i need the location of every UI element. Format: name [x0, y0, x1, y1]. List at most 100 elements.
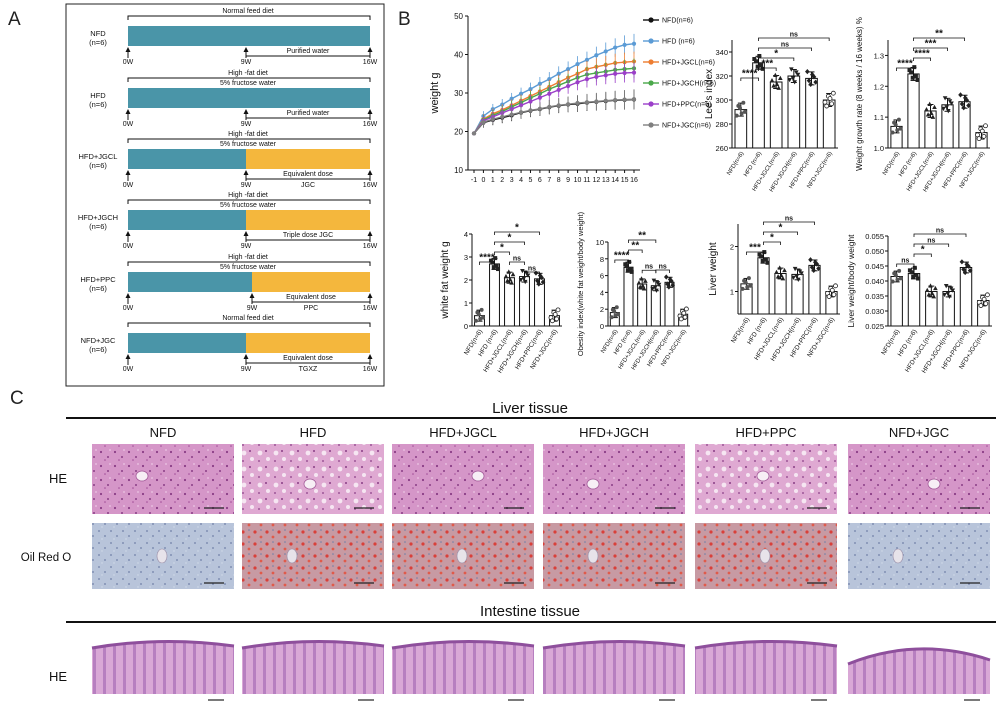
data-point: [890, 130, 895, 135]
data-point: [549, 318, 555, 324]
treatment-bracket: [245, 114, 371, 119]
data-point: [743, 280, 748, 285]
data-point: [547, 77, 552, 82]
x-tick-label: HFD (n=6): [743, 151, 763, 178]
significance-label: ****: [897, 59, 913, 70]
data-point: [654, 288, 659, 293]
data-point: [907, 68, 912, 73]
data-point: [614, 305, 619, 310]
x-tick-label: 6: [538, 177, 542, 184]
y-tick-label: 1.1: [874, 113, 884, 122]
x-tick-label: 15: [621, 177, 629, 184]
x-tick-label: 13: [602, 177, 610, 184]
significance-bracket: [758, 57, 795, 61]
y-axis-label: Liver weight: [708, 242, 719, 296]
data-point: [650, 286, 655, 292]
y-tick-label: 0: [464, 322, 468, 331]
water-label: 5% fructose water: [220, 80, 277, 87]
data-point: [912, 265, 917, 270]
x-tick-label: NFD(n=6): [726, 151, 745, 177]
bar: [890, 276, 903, 327]
y-tick-label: 10: [454, 166, 463, 175]
x-tick-label: -1: [471, 177, 477, 184]
diet-bracket: [127, 261, 371, 266]
column-group-label: HFD: [300, 425, 327, 440]
data-point: [506, 269, 512, 274]
bar: [959, 267, 973, 327]
column-group-label: HFD+JGCH: [579, 425, 649, 440]
vessel-lumen: [471, 470, 485, 482]
vessel-lumen: [586, 478, 600, 490]
bar: [805, 77, 818, 149]
data-point: [816, 265, 821, 272]
vessel-lumen: [587, 548, 599, 564]
data-point: [741, 100, 746, 105]
bar: [787, 75, 801, 149]
data-point: [831, 292, 837, 298]
data-point: [636, 280, 642, 285]
intestine-muscle-layer: [847, 647, 991, 666]
data-point: [949, 101, 954, 106]
data-point: [769, 77, 775, 83]
data-point: [666, 284, 672, 290]
significance-bracket: [763, 231, 798, 235]
significance-bracket: [494, 241, 525, 245]
data-point: [976, 136, 982, 142]
series-line: [473, 98, 635, 134]
group-name-label: HFD: [90, 91, 106, 100]
x-tick-label: 1: [491, 177, 495, 184]
data-point: [754, 59, 759, 64]
data-point: [566, 102, 571, 107]
x-tick-label: 5: [529, 177, 533, 184]
column-group-label: NFD+JGC: [889, 425, 949, 440]
data-point: [759, 254, 764, 259]
data-point: [808, 81, 813, 88]
panel-a-border: [65, 3, 385, 387]
intestine-tissue-title: Intestine tissue: [480, 603, 580, 620]
data-point: [978, 303, 984, 308]
group-n-label: (n=6): [89, 345, 107, 354]
panel-label-c: C: [10, 388, 24, 409]
data-point: [898, 276, 903, 281]
intestine-muscle-layer: [241, 639, 385, 650]
data-point: [897, 268, 902, 273]
significance-bracket: [494, 251, 510, 255]
significance-label: ns: [785, 216, 793, 223]
legend-label: HFD+JGCL(n=6): [662, 60, 715, 67]
data-point: [789, 67, 794, 72]
x-tick-label: 9: [566, 177, 570, 184]
significance-bracket: [763, 221, 815, 225]
data-point: [830, 90, 836, 96]
y-tick-label: 1: [464, 299, 468, 308]
legend-swatch-dot: [648, 17, 654, 23]
data-point: [746, 276, 751, 281]
column-group-label: HFD+JGCL: [429, 425, 497, 440]
significance-bracket: [913, 243, 950, 247]
data-point: [890, 279, 895, 284]
legend-label: NFD(n=6): [662, 18, 693, 25]
data-point: [776, 85, 781, 90]
data-point: [778, 75, 783, 81]
data-point: [525, 273, 531, 278]
data-point: [913, 74, 918, 79]
panel-c-histology: Liver tissue Intestine tissue NFD HFD HFD+…: [21, 400, 996, 706]
data-point: [682, 314, 688, 320]
timeline-bar-pre: [128, 333, 246, 353]
timeline-bar: [128, 88, 370, 108]
bar: [534, 278, 545, 327]
data-point: [745, 285, 750, 289]
significance-label: ns: [645, 264, 653, 271]
y-tick-label: 1.0: [874, 144, 884, 153]
y-tick-label: 0.030: [865, 307, 884, 316]
x-tick-label: 8: [557, 177, 561, 184]
vessel-lumen: [927, 478, 941, 490]
data-point: [964, 261, 970, 267]
y-axis-label: white fat weight g: [440, 241, 451, 319]
data-point: [806, 78, 812, 84]
data-point: [775, 274, 781, 279]
y-tick-label: 2: [464, 276, 468, 285]
significance-label: **: [638, 231, 646, 242]
